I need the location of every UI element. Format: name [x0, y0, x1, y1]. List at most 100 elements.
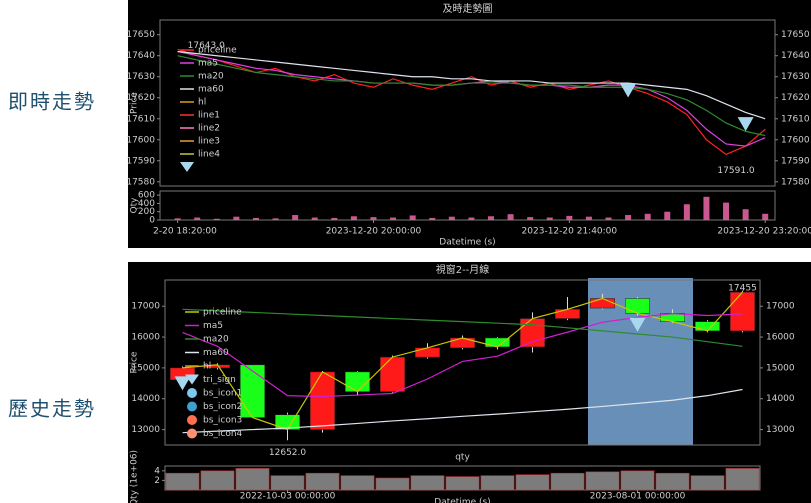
- legend-label: ma5: [198, 59, 218, 69]
- y-tick-label: 400: [138, 199, 155, 209]
- x-tick-label: 2022-10-03 00:00:00: [240, 492, 336, 502]
- qty-bar: [429, 217, 436, 220]
- candle-body: [310, 371, 335, 430]
- y-tick-label: 16000: [766, 333, 795, 343]
- qty-bar: [445, 476, 480, 491]
- signal-marker: [737, 117, 754, 132]
- y-tick-label: 4: [154, 466, 160, 476]
- y-tick-label: 17610: [781, 114, 810, 124]
- qty-bar: [233, 216, 240, 220]
- plot-frame: [159, 19, 776, 187]
- qty-bar: [703, 196, 710, 220]
- y-tick-label: 16000: [131, 333, 160, 343]
- qty-bar: [375, 477, 410, 491]
- y-tick-label: 17580: [126, 177, 155, 187]
- annotation: 17643.0: [188, 41, 225, 51]
- y-tick-label: 14000: [131, 394, 160, 404]
- y-tick-label: 13000: [131, 425, 160, 435]
- legend-label: line2: [198, 124, 220, 134]
- y-tick-label: 17000: [131, 302, 160, 312]
- series-line: [177, 48, 766, 156]
- qty-bar: [742, 209, 749, 220]
- annotation: 12652.0: [269, 448, 306, 458]
- candle-body: [730, 291, 755, 332]
- qty-bar: [725, 468, 760, 491]
- y-tick-label: 17650: [126, 30, 155, 40]
- legend-swatch: [187, 415, 197, 425]
- candle-body: [555, 309, 580, 319]
- y-tick-label: 17000: [766, 302, 795, 312]
- x-tick-label: 2023-12-20 21:40:00: [522, 227, 618, 237]
- y-tick-label: 17590: [126, 156, 155, 166]
- series-line: [182, 313, 743, 398]
- qty-bar: [174, 218, 181, 220]
- y-tick-label: 14000: [766, 394, 795, 404]
- qty-bar: [270, 475, 305, 491]
- qty-bar: [480, 475, 515, 491]
- y-tick-label: 200: [138, 207, 155, 217]
- candle-body: [695, 321, 720, 332]
- qty-bar: [340, 475, 375, 491]
- section-label: 歷史走勢: [8, 397, 96, 421]
- qty-bar: [468, 217, 475, 220]
- signal-marker: [629, 317, 646, 332]
- legend-label: bs_icon4: [203, 429, 243, 439]
- legend-label: ma60: [203, 348, 229, 358]
- x-tick-label: 2-20 18:20:00: [153, 227, 217, 237]
- qty-bar: [620, 470, 655, 491]
- qty-bar: [655, 472, 690, 491]
- series-line: [177, 50, 766, 120]
- y-tick-label: 0: [149, 216, 155, 226]
- chart-title: 及時走勢圖: [443, 2, 493, 15]
- plot-frame: [164, 279, 761, 446]
- qty-bar: [390, 217, 397, 220]
- qty-bar: [350, 216, 357, 220]
- candle-body: [520, 318, 545, 348]
- qty-bar: [546, 217, 553, 220]
- candle-body: [450, 337, 475, 349]
- panel: [128, 0, 811, 248]
- y-tick-label: 17600: [781, 135, 810, 145]
- signal-marker: [620, 83, 637, 98]
- qty-bar: [213, 218, 220, 220]
- signal-marker: [174, 376, 191, 391]
- x-tick-label: 2023-12-20 23:20:00: [717, 227, 811, 237]
- qty-bar: [272, 218, 279, 220]
- legend-label: tri_sign: [203, 375, 236, 385]
- qty-bar: [566, 215, 573, 220]
- y-tick-label: 17640: [126, 51, 155, 61]
- y-tick-label: 17640: [781, 51, 810, 61]
- x-tick-label: 2023-12-20 20:00:00: [326, 227, 422, 237]
- x-axis-label: Datetime (s): [434, 498, 490, 503]
- y-tick-label: 15000: [766, 363, 795, 373]
- candle-body: [625, 298, 650, 314]
- qty-bar: [488, 216, 495, 220]
- qty-bar: [527, 217, 534, 220]
- qty-bar: [311, 217, 318, 220]
- qty-bar: [200, 470, 235, 491]
- y-axis-label: Qty: [130, 197, 140, 214]
- y-tick-label: 17620: [781, 93, 810, 103]
- qty-bar: [625, 215, 632, 220]
- legend-swatch: [187, 428, 197, 439]
- legend-swatch: [187, 388, 197, 398]
- x-tick-label: 2023-08-01 00:00:00: [590, 492, 686, 502]
- qty-bar: [605, 217, 612, 220]
- qty-bar: [235, 468, 270, 491]
- candle-body: [415, 347, 440, 358]
- legend-label: line3: [198, 137, 220, 147]
- legend-label: line4: [198, 150, 220, 160]
- qty-bar: [507, 214, 514, 220]
- qty-bar: [409, 215, 416, 220]
- qty-bar: [194, 217, 201, 220]
- legend-label: ma60: [198, 85, 224, 95]
- y-tick-label: 17630: [126, 72, 155, 82]
- qty-bar: [448, 216, 455, 220]
- candle-body: [345, 371, 370, 392]
- candle-body: [380, 356, 405, 392]
- y-axis-label: Price: [130, 92, 140, 114]
- qty-bar: [165, 472, 200, 491]
- subplot-title: qty: [455, 453, 470, 463]
- y-tick-label: 600: [138, 191, 155, 201]
